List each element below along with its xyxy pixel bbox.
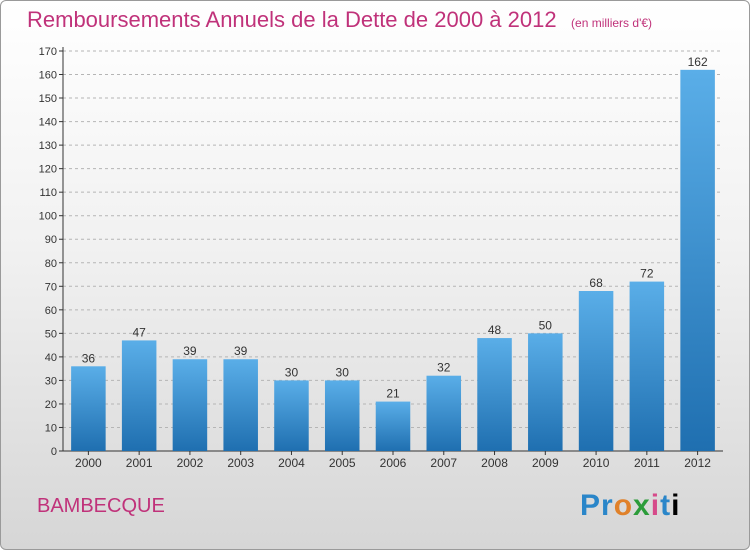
y-tick-label: 30 (45, 375, 57, 387)
bar-2006 (375, 401, 411, 451)
bar-2002 (172, 359, 208, 451)
y-tick-label: 160 (39, 70, 57, 82)
y-tick-label: 110 (39, 187, 57, 199)
y-tick-label: 10 (45, 422, 57, 434)
x-tick-label: 2007 (430, 456, 457, 470)
bar-value-label: 68 (589, 276, 603, 290)
commune-name: BAMBECQUE (37, 495, 165, 517)
y-tick-label: 20 (45, 399, 57, 411)
y-tick-label: 60 (45, 305, 57, 317)
bar-value-label: 48 (488, 323, 502, 337)
bar-2010 (578, 291, 614, 451)
logo-letter: P (580, 489, 602, 522)
y-tick-label: 0 (51, 446, 57, 458)
y-tick-label: 170 (39, 46, 57, 58)
x-tick-label: 2009 (532, 456, 559, 470)
x-tick-label: 2000 (75, 456, 102, 470)
bar-2008 (477, 338, 512, 451)
y-tick-label: 70 (45, 281, 57, 293)
bar-value-label: 50 (539, 318, 553, 332)
x-tick-label: 2008 (481, 456, 508, 470)
bar-2012 (680, 69, 715, 451)
bar-value-label: 30 (285, 365, 299, 379)
proxiti-logo: Proxiti (580, 489, 680, 523)
chart-title: Remboursements Annuels de la Dette de 20… (27, 7, 652, 33)
x-tick-label: 2005 (329, 456, 356, 470)
y-tick-label: 100 (39, 211, 57, 223)
bar-2001 (121, 340, 157, 451)
bar-2004 (274, 380, 309, 451)
x-tick-label: 2001 (126, 456, 153, 470)
logo-letter: o (613, 489, 634, 522)
x-tick-label: 2004 (278, 456, 305, 470)
logo-letter: i (671, 489, 681, 522)
bar-value-label: 30 (336, 365, 350, 379)
bar-2011 (629, 281, 665, 451)
logo-letter: r (601, 489, 614, 522)
x-tick-label: 2006 (380, 456, 407, 470)
chart-title-main: Remboursements Annuels de la Dette de 20… (27, 7, 557, 32)
bar-value-label: 39 (183, 344, 197, 358)
x-tick-label: 2011 (634, 456, 660, 470)
y-tick-label: 40 (45, 352, 57, 364)
bar-2005 (324, 380, 360, 451)
bar-value-label: 21 (386, 387, 400, 401)
bar-value-label: 39 (234, 344, 248, 358)
y-tick-label: 140 (39, 117, 57, 129)
y-gridlines (63, 50, 723, 428)
bar-2009 (528, 333, 563, 451)
data-labels: 36 47 39 39 30 30 21 32 48 50 68 72 162 (82, 55, 708, 401)
bar-2000 (71, 366, 106, 451)
bar-value-label: 32 (437, 361, 451, 375)
x-tick-label: 2012 (684, 456, 711, 470)
bar-value-label: 47 (132, 325, 146, 339)
bar-2003 (223, 359, 258, 451)
logo-letter: t (660, 489, 672, 522)
y-tick-label: 130 (39, 140, 57, 152)
y-tick-label: 50 (45, 328, 57, 340)
bar-2007 (426, 375, 462, 451)
x-axis: 2000 2001 2002 2003 2004 2005 2006 2007 2008 2009… (63, 450, 723, 470)
x-tick-label: 2010 (583, 456, 610, 470)
bars (71, 69, 715, 451)
y-tick-label: 150 (39, 93, 57, 105)
y-tick-label: 80 (45, 258, 57, 270)
logo-letter: x (633, 489, 651, 522)
y-tick-label: 120 (39, 164, 57, 176)
bar-value-label: 72 (640, 267, 654, 281)
y-tick-label: 90 (45, 234, 57, 246)
bar-value-label: 162 (688, 55, 708, 69)
y-axis: 0 10 20 30 40 50 60 70 80 90 100 110 120 130 140 150 160… (39, 46, 64, 458)
x-tick-label: 2002 (177, 456, 204, 470)
chart-title-unit: (en milliers d'€) (571, 16, 653, 30)
logo-letter: i (650, 489, 661, 522)
bar-value-label: 36 (82, 351, 96, 365)
x-tick-label: 2003 (227, 456, 254, 470)
